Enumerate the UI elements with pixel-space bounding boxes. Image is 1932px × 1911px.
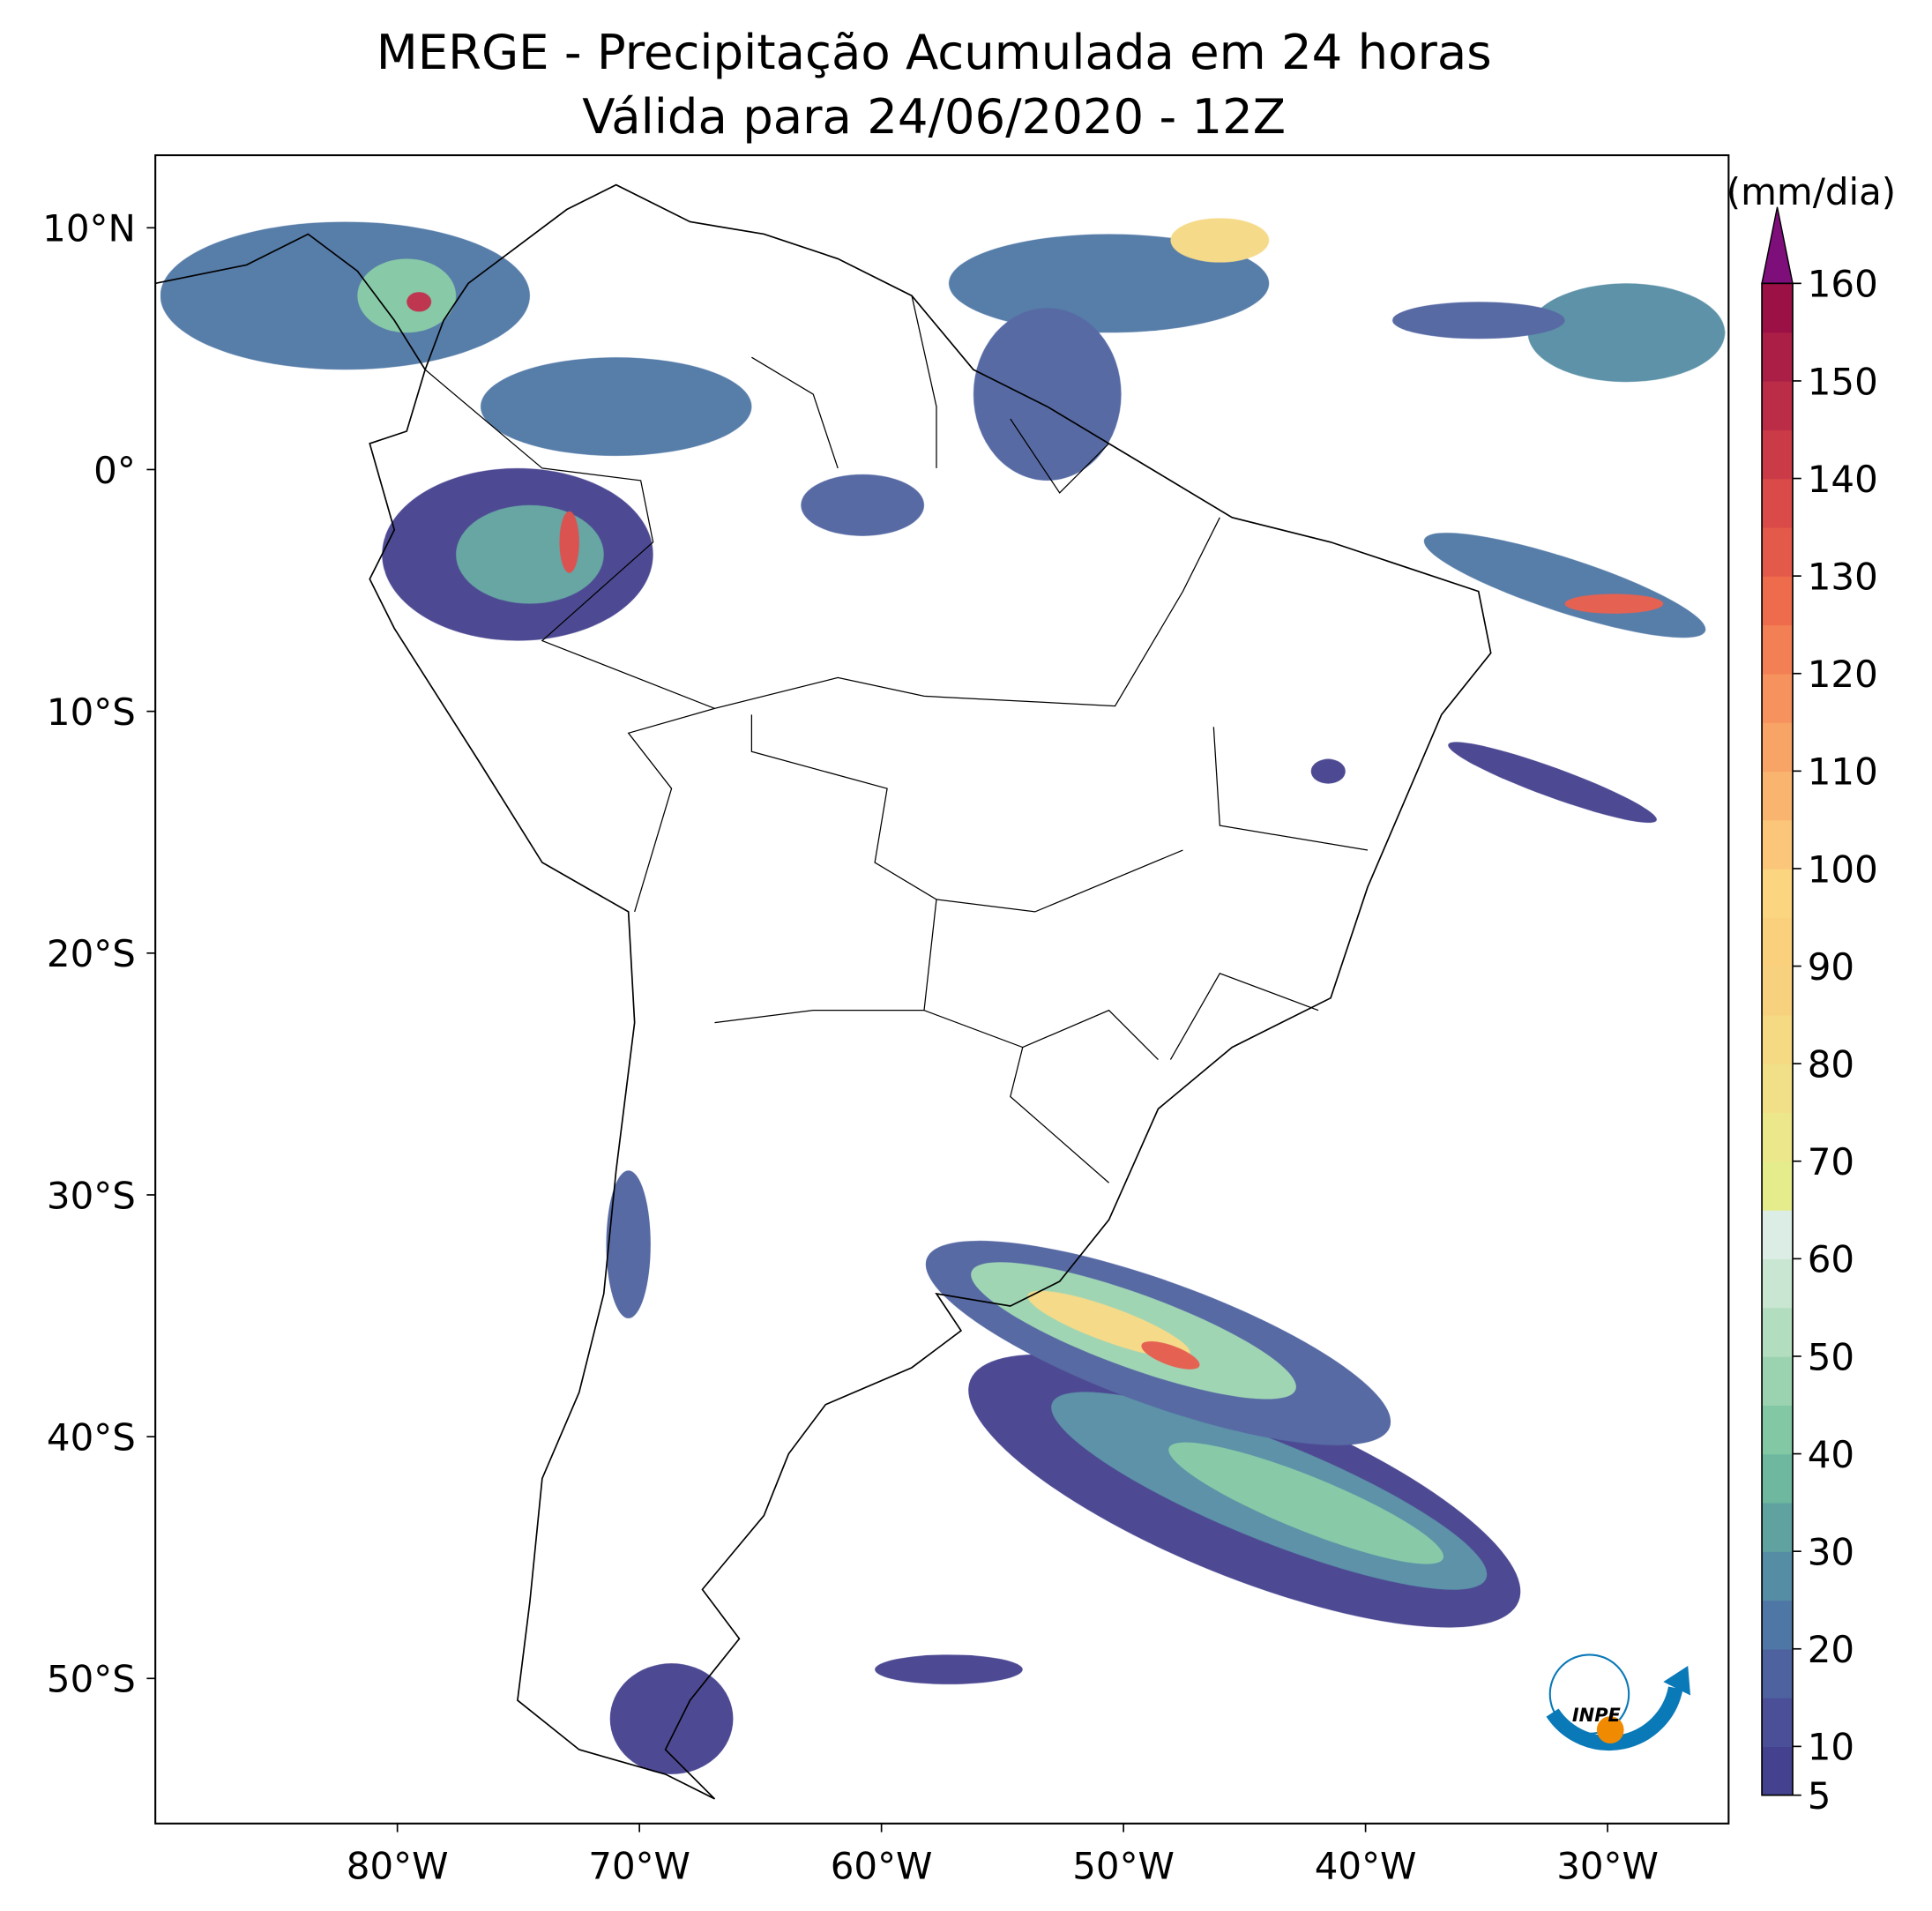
colorbar-label: (mm/dia) [1727, 170, 1896, 213]
colorbar-band [1762, 1355, 1793, 1406]
y-tick-label: 10°S [47, 690, 136, 734]
colorbar-tick-label: 140 [1808, 458, 1878, 501]
x-tick-label: 50°W [1072, 1845, 1175, 1888]
colorbar-tick-label: 130 [1808, 556, 1878, 599]
colorbar-band [1762, 1112, 1793, 1162]
colorbar-band [1762, 526, 1793, 577]
colorbar-band [1762, 1502, 1793, 1552]
colorbar-band [1762, 332, 1793, 382]
colorbar-band [1762, 1746, 1793, 1796]
colorbar-band [1762, 1161, 1793, 1211]
map-frame [154, 153, 1730, 1825]
colorbar-band [1762, 1405, 1793, 1455]
colorbar-band [1762, 1551, 1793, 1601]
colorbar-band [1762, 673, 1793, 723]
x-tick-label: 80°W [347, 1845, 449, 1888]
y-tick-label: 50°S [47, 1658, 136, 1701]
colorbar-band [1762, 283, 1793, 333]
y-tick-label: 30°S [47, 1174, 136, 1217]
colorbar-tick-label: 160 [1808, 263, 1878, 306]
colorbar-tick-label: 80 [1808, 1043, 1854, 1086]
colorbar-band [1762, 868, 1793, 918]
colorbar-tick-label: 70 [1808, 1140, 1854, 1183]
colorbar-band [1762, 1014, 1793, 1064]
colorbar-band [1762, 576, 1793, 626]
x-tick-label: 30°W [1556, 1845, 1659, 1888]
x-tick-label: 70°W [588, 1845, 690, 1888]
x-tick-label: 60°W [831, 1845, 933, 1888]
colorbar-band [1762, 1258, 1793, 1309]
colorbar-band [1762, 1698, 1793, 1748]
borders [424, 295, 1369, 1183]
colorbar-band [1762, 1600, 1793, 1650]
colorbar-band [1762, 478, 1793, 528]
colorbar-band [1762, 1307, 1793, 1357]
colorbar-tick-label: 60 [1808, 1238, 1854, 1281]
colorbar-tick-label: 20 [1808, 1628, 1854, 1671]
logo: INPE [1546, 1653, 1691, 1751]
colorbar-band [1762, 771, 1793, 821]
colorbar-tick-label: 100 [1808, 847, 1878, 891]
y-tick-label: 20°S [47, 932, 136, 975]
colorbar-tick-label: 10 [1808, 1726, 1854, 1769]
logo-text: INPE [1572, 1705, 1622, 1726]
title: MERGE - Precipitação Acumulada em 24 hor… [377, 24, 1492, 80]
colorbar-band [1762, 819, 1793, 870]
colorbar-tick-label: 30 [1808, 1531, 1854, 1574]
coastline [155, 183, 1492, 1800]
subtitle: Válida para 24/06/2020 - 12Z [582, 88, 1286, 145]
colorbar-tick-label: 90 [1808, 945, 1854, 989]
colorbar-frame [1761, 282, 1794, 1796]
colorbar-tick-label: 50 [1808, 1335, 1854, 1378]
colorbar-band [1762, 1453, 1793, 1504]
colorbar-band [1762, 966, 1793, 1016]
y-tick-label: 40°S [47, 1416, 136, 1459]
colorbar-extend [1761, 206, 1794, 285]
colorbar-band [1762, 429, 1793, 480]
colorbar-band [1762, 1064, 1793, 1114]
precipitation [160, 218, 1726, 1774]
colorbar-band [1762, 917, 1793, 967]
y-tick-label: 10°N [42, 207, 136, 250]
colorbar-tick-label: 120 [1808, 653, 1878, 696]
colorbar-band [1762, 1648, 1793, 1698]
colorbar-tick-label: 150 [1808, 360, 1878, 403]
colorbar-tick-label: 40 [1808, 1433, 1854, 1476]
colorbar-band [1762, 722, 1793, 773]
map-area [155, 183, 1726, 1800]
x-tick-label: 40°W [1315, 1845, 1417, 1888]
colorbar-band [1762, 624, 1793, 675]
colorbar-tick-label: 5 [1808, 1774, 1831, 1818]
colorbar-tick-label: 110 [1808, 750, 1878, 794]
colorbar-band [1762, 1210, 1793, 1260]
colorbar-band [1762, 380, 1793, 430]
y-tick-label: 0° [93, 449, 136, 492]
